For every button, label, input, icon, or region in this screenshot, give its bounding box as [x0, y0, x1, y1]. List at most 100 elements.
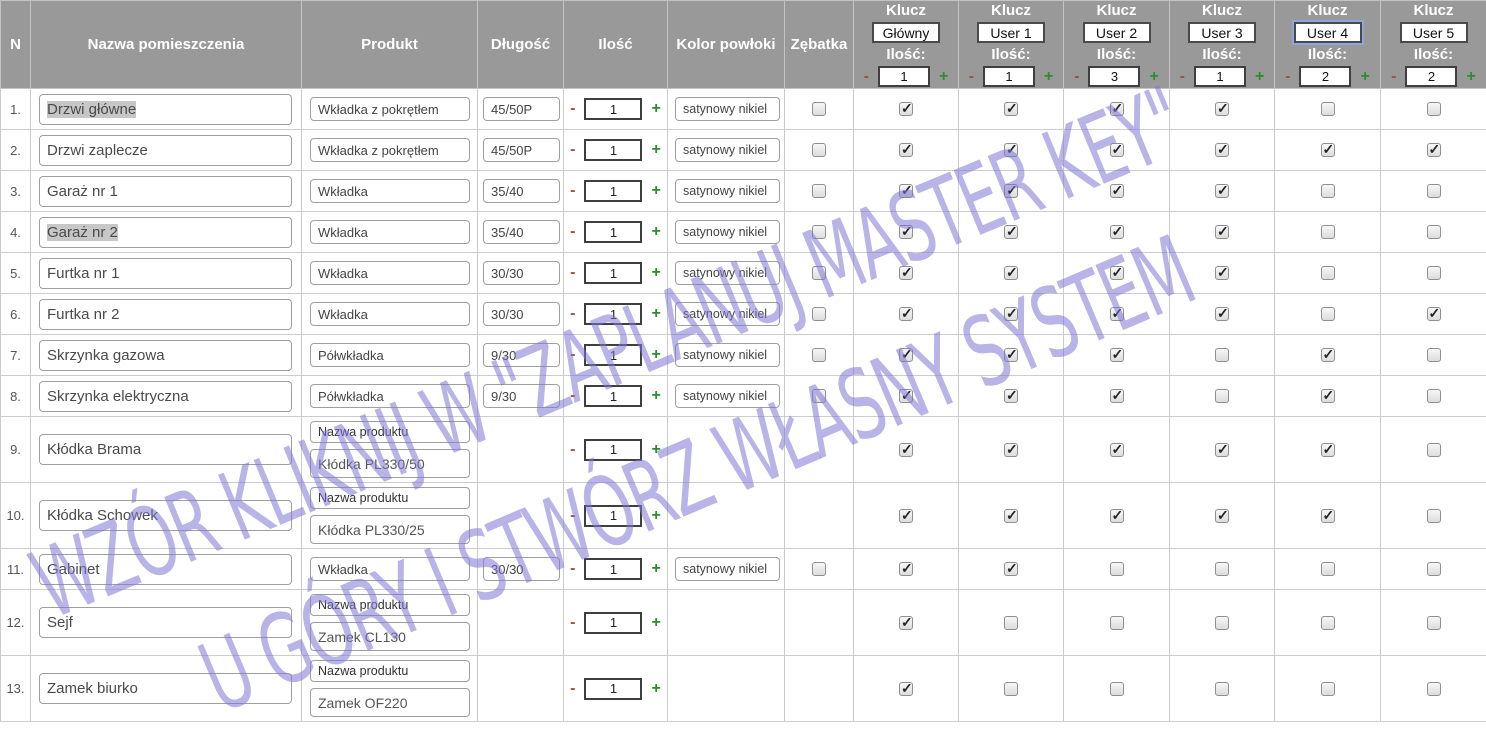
checkbox-key-user-1[interactable]	[1004, 184, 1018, 198]
checkbox-key-user-1[interactable]	[1004, 443, 1018, 457]
qty-input[interactable]: 1	[584, 262, 642, 284]
checkbox-key-user-2[interactable]	[1110, 184, 1124, 198]
key-user-4-qty-minus-button[interactable]: -	[1285, 68, 1290, 86]
product-input[interactable]: Półwkładka	[310, 343, 470, 367]
checkbox-key-user-5[interactable]	[1427, 225, 1441, 239]
checkbox-key-user-2[interactable]	[1110, 389, 1124, 403]
length-input[interactable]: 45/50P	[483, 138, 560, 162]
checkbox-key-glowny[interactable]	[899, 143, 913, 157]
checkbox-key-user-4[interactable]	[1321, 509, 1335, 523]
product-input[interactable]: Wkładka	[310, 220, 470, 244]
key-user-4-qty-plus-button[interactable]: +	[1360, 68, 1369, 86]
checkbox-key-user-2[interactable]	[1110, 616, 1124, 630]
checkbox-key-user-4[interactable]	[1321, 266, 1335, 280]
checkbox-key-user-4[interactable]	[1321, 184, 1335, 198]
checkbox-key-user-3[interactable]	[1215, 616, 1229, 630]
qty-plus-button[interactable]: +	[651, 141, 660, 159]
coating-color-input[interactable]: satynowy nikiel	[675, 557, 780, 581]
qty-minus-button[interactable]: -	[570, 141, 575, 159]
key-user-2-qty-input[interactable]: 3	[1088, 66, 1140, 87]
key-user-3-name-input[interactable]: User 3	[1188, 22, 1256, 43]
key-user-1-qty-minus-button[interactable]: -	[969, 68, 974, 86]
key-glowny-name-input[interactable]: Główny	[872, 22, 940, 43]
checkbox-key-user-2[interactable]	[1110, 682, 1124, 696]
checkbox-key-user-4[interactable]	[1321, 562, 1335, 576]
qty-minus-button[interactable]: -	[570, 387, 575, 405]
length-input[interactable]: 45/50P	[483, 97, 560, 121]
checkbox-key-user-3[interactable]	[1215, 562, 1229, 576]
length-input[interactable]: 35/40	[483, 220, 560, 244]
gear-checkbox[interactable]	[812, 307, 826, 321]
room-name-input[interactable]: Skrzynka elektryczna	[39, 381, 292, 412]
checkbox-key-user-4[interactable]	[1321, 307, 1335, 321]
qty-minus-button[interactable]: -	[570, 182, 575, 200]
room-name-input[interactable]: Furtka nr 2	[39, 299, 292, 330]
qty-input[interactable]: 1	[584, 221, 642, 243]
checkbox-key-glowny[interactable]	[899, 509, 913, 523]
product-name-input[interactable]: Kłódka PL330/25	[310, 515, 470, 544]
checkbox-key-user-1[interactable]	[1004, 307, 1018, 321]
qty-input[interactable]: 1	[584, 612, 642, 634]
key-user-5-qty-plus-button[interactable]: +	[1466, 68, 1475, 86]
qty-input[interactable]: 1	[584, 98, 642, 120]
qty-plus-button[interactable]: +	[651, 680, 660, 698]
coating-color-input[interactable]: satynowy nikiel	[675, 179, 780, 203]
product-name-label-input[interactable]: Nazwa produktu	[310, 660, 470, 682]
room-name-input[interactable]: Sejf	[39, 607, 292, 638]
checkbox-key-user-3[interactable]	[1215, 102, 1229, 116]
product-name-input[interactable]: Zamek OF220	[310, 688, 470, 717]
coating-color-input[interactable]: satynowy nikiel	[675, 302, 780, 326]
qty-minus-button[interactable]: -	[570, 507, 575, 525]
checkbox-key-glowny[interactable]	[899, 184, 913, 198]
checkbox-key-user-3[interactable]	[1215, 348, 1229, 362]
checkbox-key-user-3[interactable]	[1215, 184, 1229, 198]
qty-plus-button[interactable]: +	[651, 182, 660, 200]
checkbox-key-user-2[interactable]	[1110, 509, 1124, 523]
qty-plus-button[interactable]: +	[651, 305, 660, 323]
checkbox-key-user-1[interactable]	[1004, 266, 1018, 280]
key-user-2-name-input[interactable]: User 2	[1083, 22, 1151, 43]
key-user-2-qty-plus-button[interactable]: +	[1149, 68, 1158, 86]
checkbox-key-user-1[interactable]	[1004, 348, 1018, 362]
gear-checkbox[interactable]	[812, 389, 826, 403]
checkbox-key-user-5[interactable]	[1427, 389, 1441, 403]
checkbox-key-user-1[interactable]	[1004, 616, 1018, 630]
checkbox-key-user-3[interactable]	[1215, 266, 1229, 280]
checkbox-key-user-5[interactable]	[1427, 348, 1441, 362]
gear-checkbox[interactable]	[812, 102, 826, 116]
checkbox-key-user-5[interactable]	[1427, 616, 1441, 630]
checkbox-key-glowny[interactable]	[899, 225, 913, 239]
qty-input[interactable]: 1	[584, 558, 642, 580]
product-input[interactable]: Wkładka z pokrętłem	[310, 138, 470, 162]
room-name-input[interactable]: Zamek biurko	[39, 673, 292, 704]
qty-plus-button[interactable]: +	[651, 223, 660, 241]
key-user-3-qty-minus-button[interactable]: -	[1180, 68, 1185, 86]
checkbox-key-user-4[interactable]	[1321, 389, 1335, 403]
length-input[interactable]: 30/30	[483, 302, 560, 326]
qty-minus-button[interactable]: -	[570, 100, 575, 118]
room-name-input[interactable]: Kłódka Brama	[39, 434, 292, 465]
product-input[interactable]: Wkładka	[310, 557, 470, 581]
checkbox-key-user-3[interactable]	[1215, 143, 1229, 157]
length-input[interactable]: 30/30	[483, 261, 560, 285]
checkbox-key-user-2[interactable]	[1110, 443, 1124, 457]
room-name-input[interactable]: Gabinet	[39, 554, 292, 585]
room-name-input[interactable]: Drzwi zaplecze	[39, 135, 292, 166]
qty-plus-button[interactable]: +	[651, 346, 660, 364]
qty-minus-button[interactable]: -	[570, 560, 575, 578]
checkbox-key-glowny[interactable]	[899, 348, 913, 362]
product-input[interactable]: Wkładka	[310, 302, 470, 326]
coating-color-input[interactable]: satynowy nikiel	[675, 220, 780, 244]
gear-checkbox[interactable]	[812, 562, 826, 576]
coating-color-input[interactable]: satynowy nikiel	[675, 138, 780, 162]
checkbox-key-user-5[interactable]	[1427, 443, 1441, 457]
gear-checkbox[interactable]	[812, 225, 826, 239]
qty-plus-button[interactable]: +	[651, 387, 660, 405]
checkbox-key-user-1[interactable]	[1004, 389, 1018, 403]
checkbox-key-user-4[interactable]	[1321, 102, 1335, 116]
qty-minus-button[interactable]: -	[570, 441, 575, 459]
product-name-input[interactable]: Kłódka PL330/50	[310, 449, 470, 478]
product-input[interactable]: Wkładka	[310, 261, 470, 285]
checkbox-key-user-3[interactable]	[1215, 389, 1229, 403]
qty-minus-button[interactable]: -	[570, 614, 575, 632]
